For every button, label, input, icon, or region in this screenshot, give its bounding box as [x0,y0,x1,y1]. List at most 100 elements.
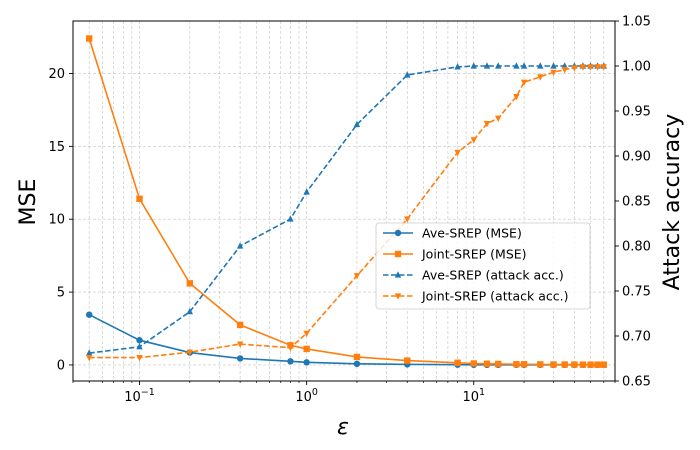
data-point [303,345,310,353]
data-point [513,361,520,368]
y2-axis-title: Attack accuracy [660,114,685,290]
data-point [404,357,411,364]
legend-marker [394,250,402,258]
data-point [136,343,143,350]
y2-tick-label: 0.95 [622,105,651,120]
legend-label: Joint-SREP (attack acc.) [421,289,569,304]
data-point [470,62,477,69]
data-point [537,74,544,81]
data-point [404,216,411,223]
data-point [470,360,477,367]
data-point [287,215,294,222]
data-point [303,188,310,195]
data-point [483,121,491,128]
data-point [587,64,594,71]
legend-label: Joint-SREP (MSE) [421,247,527,262]
data-point [520,62,528,69]
x-tick-label: 10−1 [124,387,155,405]
series-layer [85,35,608,369]
data-point [303,359,310,366]
data-point [454,359,461,366]
data-point [470,137,477,144]
x-axis-title: ε [337,415,349,440]
y-axis-title: MSE [16,179,41,226]
legend-label: Ave-SREP (MSE) [422,226,522,241]
legend-entry-2: Ave-SREP (attack acc.) [383,268,564,283]
data-point [594,64,601,71]
data-point [236,341,244,348]
legend-entry-1: Joint-SREP (MSE) [383,247,527,262]
y-tick-label: 0 [57,358,65,373]
data-point [136,195,143,203]
data-point [550,361,557,368]
data-point [353,273,361,280]
y2-tick-label: 0.90 [622,150,651,165]
data-point [186,280,194,287]
y2-tick-label: 1.05 [622,15,651,30]
data-point [520,79,528,86]
data-point [513,94,520,101]
data-point [513,62,520,69]
data-point [537,361,544,368]
data-point [600,361,608,368]
data-point [550,62,557,69]
data-point [136,336,143,344]
data-point [494,62,502,69]
data-point [494,115,502,122]
data-point [550,69,557,77]
data-point [186,349,194,356]
y-tick-label: 15 [48,140,65,155]
data-point [579,361,587,368]
data-point [353,360,361,368]
legend-entry-0: Ave-SREP (MSE) [383,226,522,241]
legend-entry-3: Joint-SREP (attack acc.) [383,289,569,304]
data-point [594,361,601,368]
data-point [561,67,568,74]
x-tick-label: 100 [295,387,318,405]
y-tick-label: 20 [48,67,65,82]
legend-label: Ave-SREP (attack acc.) [422,268,564,283]
data-point [85,311,93,318]
data-point [353,353,361,361]
data-point [561,361,568,368]
legend-marker [394,293,402,300]
series-line-2 [89,65,604,354]
series-line-1 [88,38,604,366]
series-3 [85,64,608,362]
data-point [236,321,244,329]
data-point [287,345,294,352]
data-point [454,149,461,157]
data-point [537,62,544,69]
series-line-3 [89,66,604,359]
legend-marker [394,271,402,278]
y2-tick-label: 0.75 [622,285,651,300]
x-tick-label: 101 [462,387,485,405]
data-point [85,349,93,356]
legend-frame [375,222,591,310]
data-point [600,64,608,71]
data-point [587,361,594,368]
data-point [520,361,528,368]
legend-marker [394,229,402,237]
y2-tick-label: 0.85 [622,195,651,210]
data-point [236,242,244,249]
data-point [483,62,491,69]
data-point [85,35,93,42]
data-point [494,360,502,368]
data-point [85,355,93,362]
y2-tick-label: 1.00 [622,60,651,75]
data-point [287,358,294,365]
data-point [136,355,143,362]
y2-tick-label: 0.80 [622,240,651,255]
data-point [483,360,491,368]
data-point [303,330,310,338]
y2-tick-label: 0.65 [622,375,651,390]
data-point [236,355,244,362]
data-point [571,361,578,368]
data-point [404,71,411,78]
axes: 0 5 10 15 20 0.65 0.70 0.75 0.80 0.85 0.90 0.95 1.00… [48,15,651,406]
data-point [353,120,361,128]
data-point [579,64,587,71]
